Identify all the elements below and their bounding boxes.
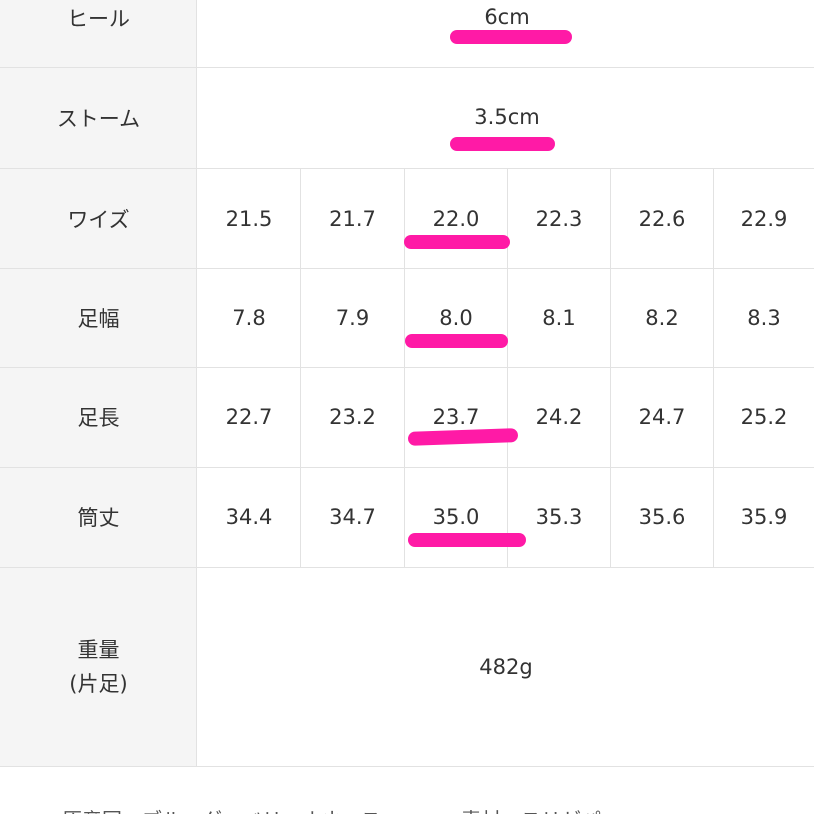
- weight-value: 482g: [479, 655, 533, 679]
- highlight-mark: [408, 533, 526, 547]
- highlight-mark: [405, 334, 508, 348]
- foot-width-cell: 8.0: [439, 305, 473, 330]
- width-cell: 22.0: [432, 206, 480, 231]
- highlight-mark: [404, 235, 510, 249]
- row-divider: [0, 268, 814, 269]
- shaft-cell: 35.0: [432, 505, 480, 529]
- column-divider: [300, 168, 301, 568]
- heel-value: 6cm: [484, 5, 530, 29]
- row-divider: [0, 467, 814, 468]
- highlight-mark: [450, 30, 572, 44]
- width-cell: 22.3: [535, 206, 583, 231]
- heel-label: ヒール: [67, 7, 130, 31]
- shaft-cell: 34.4: [225, 505, 273, 529]
- foot-length-cell: 23.2: [329, 405, 376, 429]
- foot-length-label: 足長: [77, 406, 120, 430]
- width-label: ワイズ: [67, 207, 130, 232]
- width-cell: 21.7: [329, 206, 376, 231]
- shaft-cell: 35.6: [638, 505, 686, 529]
- weight-label-line2: (片足): [69, 672, 128, 696]
- column-divider: [610, 168, 611, 568]
- weight-label: 重量 (片足): [0, 568, 197, 766]
- foot-length-cell: 25.2: [740, 405, 788, 429]
- shaft-label: 筒丈: [77, 506, 120, 530]
- foot-width-cell: 7.8: [232, 305, 266, 330]
- footer-text: 原産国 ブルーグーベリ・ホネースー 素材・スリゼパー: [62, 804, 621, 814]
- row-divider: [0, 567, 814, 568]
- foot-width-cell: 8.1: [542, 305, 576, 330]
- width-cell: 21.5: [225, 206, 273, 231]
- shaft-cell: 35.9: [740, 505, 788, 529]
- foot-width-cell: 8.3: [747, 305, 781, 330]
- shaft-cell: 34.7: [329, 505, 376, 529]
- foot-width-cell: 7.9: [335, 305, 370, 330]
- foot-length-cell: 24.7: [638, 405, 686, 429]
- foot-width-label: 足幅: [77, 306, 120, 331]
- shaft-cell: 35.3: [535, 505, 583, 529]
- width-cell: 22.6: [638, 206, 686, 231]
- width-cell: 22.9: [740, 206, 788, 231]
- weight-label-line1: 重量: [77, 638, 120, 662]
- storm-label: ストーム: [56, 107, 141, 131]
- column-divider: [713, 168, 714, 568]
- label-column: [0, 0, 197, 766]
- foot-length-cell: 24.2: [535, 405, 583, 429]
- foot-length-cell: 22.7: [225, 405, 273, 429]
- row-divider: [0, 367, 814, 368]
- highlight-mark: [450, 137, 555, 151]
- foot-length-cell: 23.7: [432, 405, 480, 429]
- storm-value: 3.5cm: [474, 105, 540, 129]
- row-divider: [0, 67, 814, 68]
- column-divider: [404, 168, 405, 568]
- column-divider: [507, 168, 508, 568]
- row-divider: [0, 168, 814, 169]
- row-divider: [0, 766, 814, 767]
- foot-width-cell: 8.2: [645, 305, 679, 330]
